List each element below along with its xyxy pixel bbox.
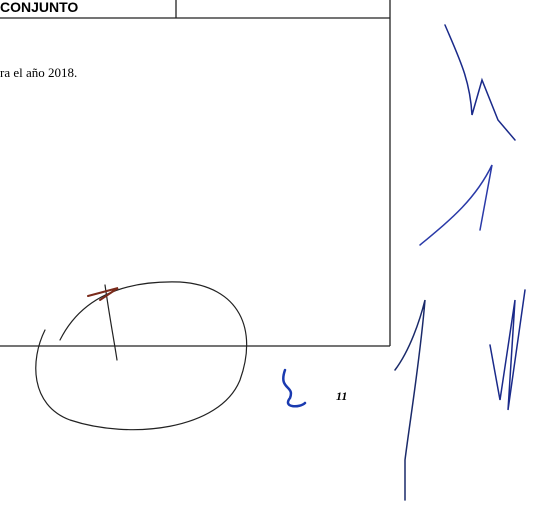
page-background: [0, 0, 555, 507]
page-number: 11: [336, 389, 347, 403]
body-text: ra el año 2018.: [0, 65, 77, 80]
document-page: CONJUNTO ra el año 2018. 11: [0, 0, 555, 507]
table-header-label: CONJUNTO: [0, 0, 78, 15]
